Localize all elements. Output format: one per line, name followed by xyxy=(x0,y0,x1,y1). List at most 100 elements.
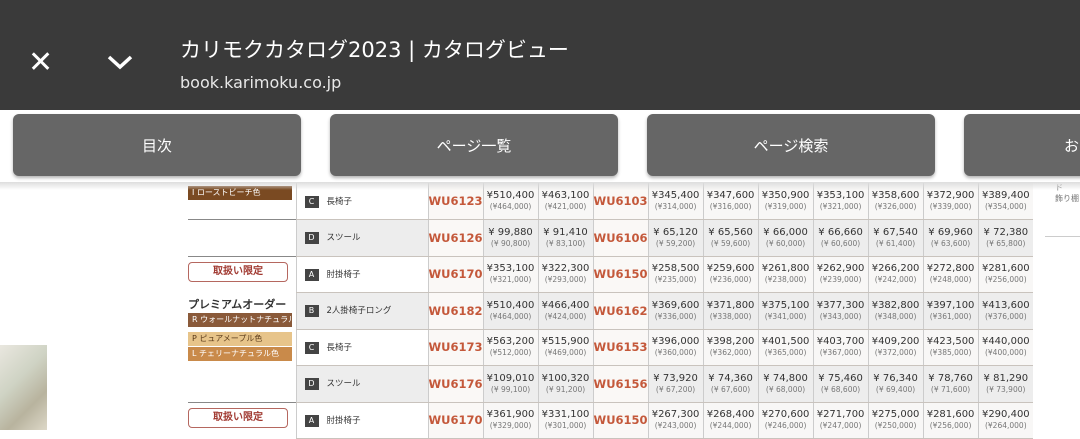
price-excl-tax: (¥235,000) xyxy=(654,275,697,285)
item-cell: C 長椅子 xyxy=(295,329,428,366)
price: ¥ 91,410 xyxy=(543,226,588,238)
price-cell: ¥ 65,120 (¥ 59,200) xyxy=(647,219,704,257)
product-code: WU6126 xyxy=(427,219,484,257)
page-search-button[interactable]: ページ検索 xyxy=(647,114,935,176)
price-cell: ¥261,800 (¥238,000) xyxy=(757,256,814,293)
price-excl-tax: (¥256,000) xyxy=(984,275,1027,285)
price-excl-tax: (¥ 61,400) xyxy=(875,238,916,248)
price: ¥258,500 xyxy=(651,263,700,275)
price-excl-tax: (¥247,000) xyxy=(819,421,862,431)
table-row: P ピュアメープル色 L チェリーナチュラル色 C 長椅子 WU6173 ¥563,200… xyxy=(188,329,1034,366)
price-excl-tax: (¥ 91,200) xyxy=(545,384,586,394)
price-excl-tax: (¥256,000) xyxy=(929,421,972,431)
price-cell: ¥ 65,560 (¥ 59,600) xyxy=(702,219,759,257)
item-cell: D スツール xyxy=(295,365,428,403)
row-label xyxy=(188,365,296,402)
price: ¥563,200 xyxy=(486,336,535,348)
type-badge: B xyxy=(304,305,319,318)
price: ¥369,600 xyxy=(651,299,700,311)
price-excl-tax: (¥ 67,200) xyxy=(655,384,696,394)
price-cell: ¥290,400 (¥264,000) xyxy=(977,402,1034,439)
price-excl-tax: (¥464,000) xyxy=(489,311,532,321)
page-list-button[interactable]: ページ一覧 xyxy=(330,114,618,176)
price-cell: ¥271,700 (¥247,000) xyxy=(812,402,869,439)
type-badge: D xyxy=(304,232,319,245)
price: ¥353,100 xyxy=(486,263,535,275)
price: ¥ 99,880 xyxy=(488,226,533,238)
price-excl-tax: (¥ 68,000) xyxy=(765,384,806,394)
price: ¥358,600 xyxy=(871,190,920,201)
price-excl-tax: (¥ 59,600) xyxy=(710,238,751,248)
item-cell: A 肘掛椅子 xyxy=(295,256,428,293)
price-excl-tax: (¥424,000) xyxy=(544,311,587,321)
close-icon[interactable]: ✕ xyxy=(28,45,54,80)
price: ¥361,900 xyxy=(486,409,535,421)
toc-button[interactable]: 目次 xyxy=(13,114,301,176)
price-excl-tax: (¥239,000) xyxy=(819,275,862,285)
limited-tag: 取扱い限定 xyxy=(188,261,288,282)
price-cell: ¥281,600 (¥256,000) xyxy=(922,402,979,439)
price: ¥ 74,800 xyxy=(763,372,808,384)
price: ¥ 67,540 xyxy=(873,226,918,238)
price-cell: ¥369,600 (¥336,000) xyxy=(647,292,704,330)
price-excl-tax: (¥469,000) xyxy=(544,348,587,358)
table-row: D スツール WU6126 ¥ 99,880 (¥ 90,800) ¥ 91,410 (¥ … xyxy=(188,219,1034,257)
price-excl-tax: (¥343,000) xyxy=(819,311,862,321)
price: ¥268,400 xyxy=(706,409,755,421)
price-excl-tax: (¥293,000) xyxy=(544,275,587,285)
price-table: I ローストビーチ色 C 長椅子 WU6123 ¥510,400 (¥464,000) ¥4… xyxy=(188,183,1034,439)
price-cell: ¥377,300 (¥343,000) xyxy=(812,292,869,330)
item-name: 肘掛椅子 xyxy=(326,269,361,280)
chevron-down-icon[interactable] xyxy=(104,46,136,78)
price-cell: ¥ 66,660 (¥ 60,600) xyxy=(812,219,869,257)
price-cell: ¥397,100 (¥361,000) xyxy=(922,292,979,330)
product-code: WU6170 xyxy=(427,256,484,293)
price-excl-tax: (¥316,000) xyxy=(709,202,752,211)
price: ¥259,600 xyxy=(706,263,755,275)
price-excl-tax: (¥264,000) xyxy=(984,421,1027,431)
limited-tag: 取扱い限定 xyxy=(188,407,288,428)
product-code: WU6150 xyxy=(592,256,649,293)
price-cell: ¥423,500 (¥385,000) xyxy=(922,329,979,366)
price-cell: ¥ 69,960 (¥ 63,600) xyxy=(922,219,979,257)
price-cell: ¥515,900 (¥469,000) xyxy=(537,329,594,366)
price: ¥372,900 xyxy=(926,190,975,201)
price-excl-tax: (¥ 71,600) xyxy=(930,384,971,394)
price: ¥353,100 xyxy=(816,190,865,201)
price-cell: ¥ 91,410 (¥ 83,100) xyxy=(537,219,594,257)
side-index-text: ド 飾り棚 xyxy=(1045,182,1080,237)
price-cell: ¥272,800 (¥248,000) xyxy=(922,256,979,293)
price-cell: ¥259,600 (¥236,000) xyxy=(702,256,759,293)
price-excl-tax: (¥421,000) xyxy=(544,202,587,211)
price: ¥100,320 xyxy=(541,372,590,384)
type-badge: A xyxy=(304,268,319,281)
price-cell: ¥ 78,760 (¥ 71,600) xyxy=(922,365,979,403)
price: ¥281,600 xyxy=(926,409,975,421)
price-excl-tax: (¥301,000) xyxy=(544,421,587,431)
price-excl-tax: (¥ 60,600) xyxy=(820,238,861,248)
price-excl-tax: (¥400,000) xyxy=(984,348,1027,358)
price: ¥ 66,000 xyxy=(763,226,808,238)
color-maple: P ピュアメープル色 xyxy=(188,332,292,346)
price-excl-tax: (¥339,000) xyxy=(929,202,972,211)
page-title: カリモクカタログ2023 | カタログビュー xyxy=(180,38,569,62)
toolbar-shadow xyxy=(0,182,1080,190)
price-excl-tax: (¥385,000) xyxy=(929,348,972,358)
price-excl-tax: (¥ 83,100) xyxy=(545,238,586,248)
more-button[interactable]: お xyxy=(964,114,1080,176)
price: ¥409,200 xyxy=(871,336,920,348)
price-excl-tax: (¥243,000) xyxy=(654,421,697,431)
price: ¥510,400 xyxy=(486,190,535,201)
price-cell: ¥396,000 (¥360,000) xyxy=(647,329,704,366)
product-code: WU6173 xyxy=(427,329,484,366)
price: ¥ 76,340 xyxy=(873,372,918,384)
product-code: WU6170 xyxy=(427,402,484,439)
table-row: D スツール WU6176 ¥109,010 (¥ 99,100) ¥100,320 (¥ … xyxy=(188,365,1034,403)
price-cell: ¥262,900 (¥239,000) xyxy=(812,256,869,293)
price-excl-tax: (¥244,000) xyxy=(709,421,752,431)
table-row: 取扱い限定 A 肘掛椅子 WU6170 ¥361,900 (¥329,000) ¥331,1… xyxy=(188,401,1034,439)
product-photo xyxy=(0,345,47,430)
price-excl-tax: (¥321,000) xyxy=(489,275,532,285)
price-excl-tax: (¥361,000) xyxy=(929,311,972,321)
price: ¥281,600 xyxy=(981,263,1030,275)
